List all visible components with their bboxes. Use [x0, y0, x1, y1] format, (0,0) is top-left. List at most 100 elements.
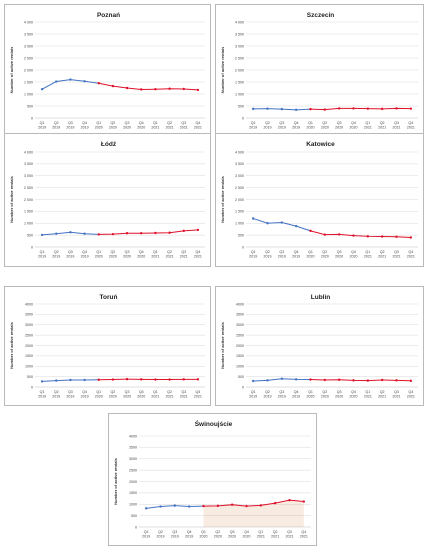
x-tick-year: 2021: [151, 126, 159, 130]
y-tick-label: 4 000: [235, 20, 244, 24]
x-tick-year: 2021: [194, 395, 202, 399]
y-tick-label: 0: [135, 525, 137, 529]
data-point: [196, 228, 200, 232]
x-tick-year: 2019: [52, 126, 60, 130]
x-tick-year: 2019: [66, 126, 74, 130]
x-tick-year: 2020: [321, 255, 329, 259]
x-tick-year: 2020: [228, 535, 236, 539]
x-tick-year: 2021: [166, 126, 174, 130]
x-tick-quarter: Q1: [258, 530, 263, 534]
x-tick-quarter: Q3: [172, 530, 177, 534]
x-tick-year: 2021: [393, 255, 401, 259]
y-tick-label: 500: [238, 104, 244, 108]
x-tick-quarter: Q4: [408, 390, 413, 394]
data-point: [97, 233, 100, 236]
y-tick-label: 0: [242, 116, 244, 120]
y-tick-label: 1 000: [235, 92, 244, 96]
y-tick-label: 1500: [25, 354, 33, 358]
y-tick-label: 2 500: [24, 56, 33, 60]
y-tick-label: 0: [31, 385, 33, 389]
x-tick-year: 2020: [243, 535, 251, 539]
x-tick-year: 2021: [364, 126, 372, 130]
y-tick-label: 1000: [25, 365, 33, 369]
data-point: [69, 378, 72, 382]
x-tick-year: 2021: [393, 395, 401, 399]
x-tick-quarter: Q1: [144, 530, 149, 534]
data-point: [266, 107, 269, 110]
x-tick-quarter: Q1: [308, 390, 313, 394]
x-tick-quarter: Q2: [265, 390, 270, 394]
y-tick-label: 2 500: [235, 56, 244, 60]
y-tick-label: 3000: [236, 323, 244, 327]
x-tick-year: 2020: [307, 255, 315, 259]
x-tick-quarter: Q1: [40, 250, 45, 254]
y-tick-label: 3500: [25, 313, 33, 317]
x-tick-quarter: Q2: [54, 121, 59, 125]
y-tick-label: 1 500: [235, 80, 244, 84]
data-point: [337, 107, 341, 110]
x-tick-year: 2019: [38, 255, 46, 259]
x-tick-year: 2020: [95, 255, 103, 259]
y-tick-label: 4 000: [235, 150, 244, 154]
data-point: [409, 107, 413, 110]
y-tick-label: 1500: [129, 491, 137, 495]
x-tick-quarter: Q2: [322, 250, 327, 254]
y-tick-label: 500: [27, 233, 33, 237]
data-point: [337, 378, 341, 381]
x-tick-year: 2020: [335, 126, 343, 130]
x-tick-year: 2020: [123, 255, 131, 259]
x-tick-quarter: Q4: [82, 121, 87, 125]
chart-title: Katowice: [306, 141, 335, 148]
x-tick-quarter: Q4: [294, 250, 299, 254]
chart-panel-poznan: Poznań Number of active rentals 0 500 1 000 1…: [4, 4, 211, 156]
data-point: [168, 231, 171, 234]
y-tick-label: 1000: [129, 503, 137, 507]
y-tick-label: 0: [31, 245, 33, 249]
x-tick-year: 2020: [335, 255, 343, 259]
series-line-2019: [41, 79, 99, 90]
x-tick-year: 2020: [137, 395, 145, 399]
x-tick-year: 2019: [142, 535, 150, 539]
x-tick-year: 2019: [264, 395, 272, 399]
data-point: [83, 80, 86, 83]
x-tick-quarter: Q2: [380, 390, 385, 394]
data-point: [40, 233, 44, 237]
x-tick-year: 2020: [335, 395, 343, 399]
x-tick-quarter: Q3: [125, 250, 130, 254]
chart-title: Świnoujście: [195, 419, 233, 428]
data-point: [182, 229, 185, 233]
data-point: [245, 504, 248, 508]
x-tick-quarter: Q4: [351, 390, 356, 394]
x-tick-year: 2019: [81, 126, 89, 130]
x-tick-quarter: Q2: [158, 530, 163, 534]
data-point: [309, 107, 312, 111]
x-tick-year: 2019: [81, 395, 89, 399]
data-point: [380, 235, 384, 238]
x-tick-year: 2019: [52, 395, 60, 399]
x-tick-year: 2020: [95, 395, 103, 399]
y-axis-label: Number of active rentals: [9, 46, 14, 93]
x-tick-year: 2019: [66, 255, 74, 259]
x-tick-year: 2019: [292, 395, 300, 399]
y-axis-label: Number of active rentals: [113, 457, 118, 504]
data-point: [125, 232, 129, 235]
x-tick-quarter: Q4: [139, 250, 144, 254]
data-point: [280, 221, 284, 224]
data-point: [216, 504, 220, 508]
data-point: [55, 232, 58, 235]
x-tick-quarter: Q1: [153, 250, 158, 254]
x-tick-quarter: Q4: [244, 530, 249, 534]
y-tick-label: 1000: [236, 365, 244, 369]
chart-svg: Katowice Number of active rentals 0 500 1 00…: [220, 141, 418, 259]
x-tick-year: 2020: [95, 126, 103, 130]
x-tick-quarter: Q4: [294, 121, 299, 125]
x-tick-year: 2020: [123, 126, 131, 130]
data-point: [154, 231, 157, 235]
data-point: [55, 80, 58, 83]
data-point: [154, 88, 157, 91]
data-point: [187, 505, 191, 508]
data-point: [395, 379, 398, 382]
y-tick-label: 1 000: [24, 92, 33, 96]
x-tick-quarter: Q3: [125, 121, 130, 125]
data-point: [251, 379, 255, 383]
